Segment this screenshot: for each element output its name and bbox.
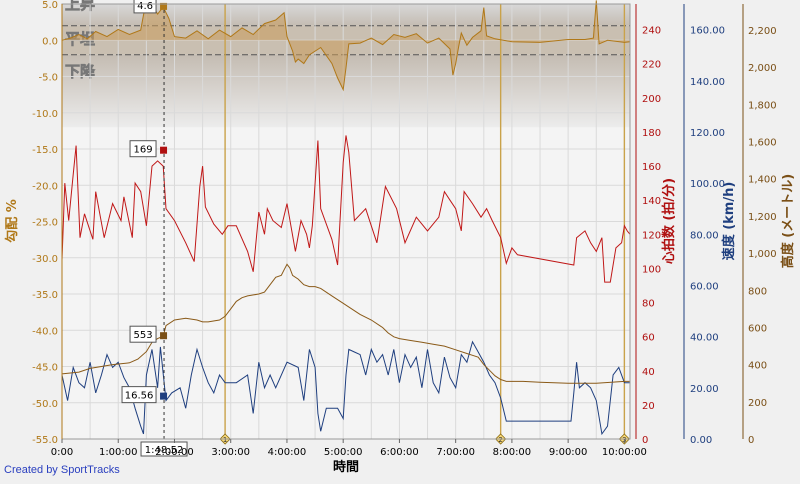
grade-area <box>62 0 630 90</box>
series-elev <box>61 263 630 384</box>
elev-tick-label: 1,800 <box>748 100 777 111</box>
x-tick-label: 5:00:00 <box>324 447 363 458</box>
hr-tick-label: 100 <box>642 264 661 275</box>
hr-axis-label: 心拍数 (拍/分) <box>661 178 677 264</box>
speed-tick-label: 0.00 <box>690 435 712 446</box>
hr-tick-label: 60 <box>642 333 655 344</box>
lap-marker-label: 1 <box>223 436 227 444</box>
grade-tick-label: -5.0 <box>38 73 58 84</box>
elev-tick-label: 400 <box>748 361 767 372</box>
cursor-value-hr: 169 <box>133 145 152 156</box>
hr-tick-label: 0 <box>642 435 648 446</box>
hr-tick-label: 240 <box>642 26 661 37</box>
elev-tick-label: 1,200 <box>748 212 777 223</box>
hr-tick-label: 120 <box>642 230 661 241</box>
series-hr <box>61 135 631 283</box>
x-tick-label: 9:00:00 <box>549 447 588 458</box>
grade-tick-label: -40.0 <box>32 326 58 337</box>
hr-tick-label: 200 <box>642 94 661 105</box>
cursor-point-elev <box>160 332 168 340</box>
cursor-value-grade: 4.6 <box>137 1 153 12</box>
grade-tick-label: -10.0 <box>32 109 58 120</box>
series-layer <box>61 0 631 436</box>
cursor-time: 1:48:52 <box>145 445 184 456</box>
lap-lines: 123 <box>219 4 630 445</box>
band-label-up: 上昇 <box>65 0 95 13</box>
elev-axis-label: 高度 (メートル) <box>780 174 796 268</box>
cursor-box-speed <box>121 386 157 404</box>
elev-tick-label: 200 <box>748 398 767 409</box>
band-up <box>62 4 630 26</box>
x-tick-label: 6:00:00 <box>380 447 419 458</box>
x-tick-label: 2:00:00 <box>155 447 194 458</box>
cursor-box-elev <box>129 325 157 343</box>
cursor-point-speed <box>160 392 168 400</box>
speed-tick-label: 120.00 <box>690 128 725 139</box>
grade-tick-label: -25.0 <box>32 218 58 229</box>
grade-tick-label: -30.0 <box>32 254 58 265</box>
x-tick-label: 3:00:00 <box>211 447 250 458</box>
cursor-box-grade <box>133 0 157 14</box>
x-tick-label: 8:00:00 <box>493 447 532 458</box>
hr-tick-label: 140 <box>642 196 661 207</box>
credit-link[interactable]: Created by SportTracks <box>4 464 120 476</box>
grade-tick-label: -15.0 <box>32 145 58 156</box>
speed-axis-label: 速度 (km/h) <box>721 182 737 261</box>
elev-tick-label: 2,200 <box>748 26 777 37</box>
hr-tick-label: 40 <box>642 367 655 378</box>
hr-tick-label: 180 <box>642 128 661 139</box>
speed-tick-label: 20.00 <box>690 384 719 395</box>
x-tick-label: 0:00 <box>51 447 73 458</box>
x-tick-label: 1:00:00 <box>99 447 138 458</box>
series-speed <box>61 340 630 436</box>
grade-axis-label: 勾配 % <box>4 199 20 243</box>
elev-tick-label: 2,000 <box>748 63 777 74</box>
cursor-point-hr <box>160 146 168 154</box>
x-tick-label: 7:00:00 <box>436 447 475 458</box>
cursor-box-hr <box>129 140 157 158</box>
speed-tick-label: 140.00 <box>690 77 725 88</box>
speed-tick-label: 80.00 <box>690 230 719 241</box>
elev-tick-label: 1,000 <box>748 249 777 260</box>
grade-tick-label: 5.0 <box>42 0 58 11</box>
hr-tick-label: 80 <box>642 299 655 310</box>
hr-tick-label: 220 <box>642 60 661 71</box>
hr-tick-label: 160 <box>642 162 661 173</box>
hr-tick-label: 20 <box>642 401 655 412</box>
elev-tick-label: 0 <box>748 435 754 446</box>
grade-tick-label: -45.0 <box>32 363 58 374</box>
cursor-value-elev: 553 <box>133 330 152 341</box>
x-axis-label: 時間 <box>333 459 359 475</box>
grade-tick-label: -35.0 <box>32 290 58 301</box>
cursor-value-speed: 16.56 <box>125 391 154 402</box>
elev-tick-label: 800 <box>748 286 767 297</box>
speed-tick-label: 160.00 <box>690 26 725 37</box>
speed-tick-label: 40.00 <box>690 333 719 344</box>
cursor-point-grade <box>160 2 168 10</box>
speed-tick-label: 60.00 <box>690 281 719 292</box>
grade-tick-label: -55.0 <box>32 435 58 446</box>
x-tick-label: 4:00:00 <box>268 447 307 458</box>
grade-tick-label: 0.0 <box>42 36 58 47</box>
band-label-down: 下降 <box>65 63 96 81</box>
axes-layer: 0:00 1:00:00 2:00:00 3:00:00 4:00:00 5:00:00 6… <box>4 0 796 458</box>
x-tick-label: 10:00:00 <box>602 447 647 458</box>
grade-tick-label: -50.0 <box>32 399 58 410</box>
elev-tick-label: 1,600 <box>748 138 777 149</box>
speed-tick-label: 100.00 <box>690 179 725 190</box>
cursor-time-box <box>140 441 188 457</box>
lap-marker-label: 2 <box>498 436 502 444</box>
cursor-layer: 4.6 169 553 16.56 1:48:52 <box>121 0 188 457</box>
grade-tick-label: -20.0 <box>32 181 58 192</box>
elev-tick-label: 1,400 <box>748 175 777 186</box>
elev-tick-label: 600 <box>748 323 767 334</box>
